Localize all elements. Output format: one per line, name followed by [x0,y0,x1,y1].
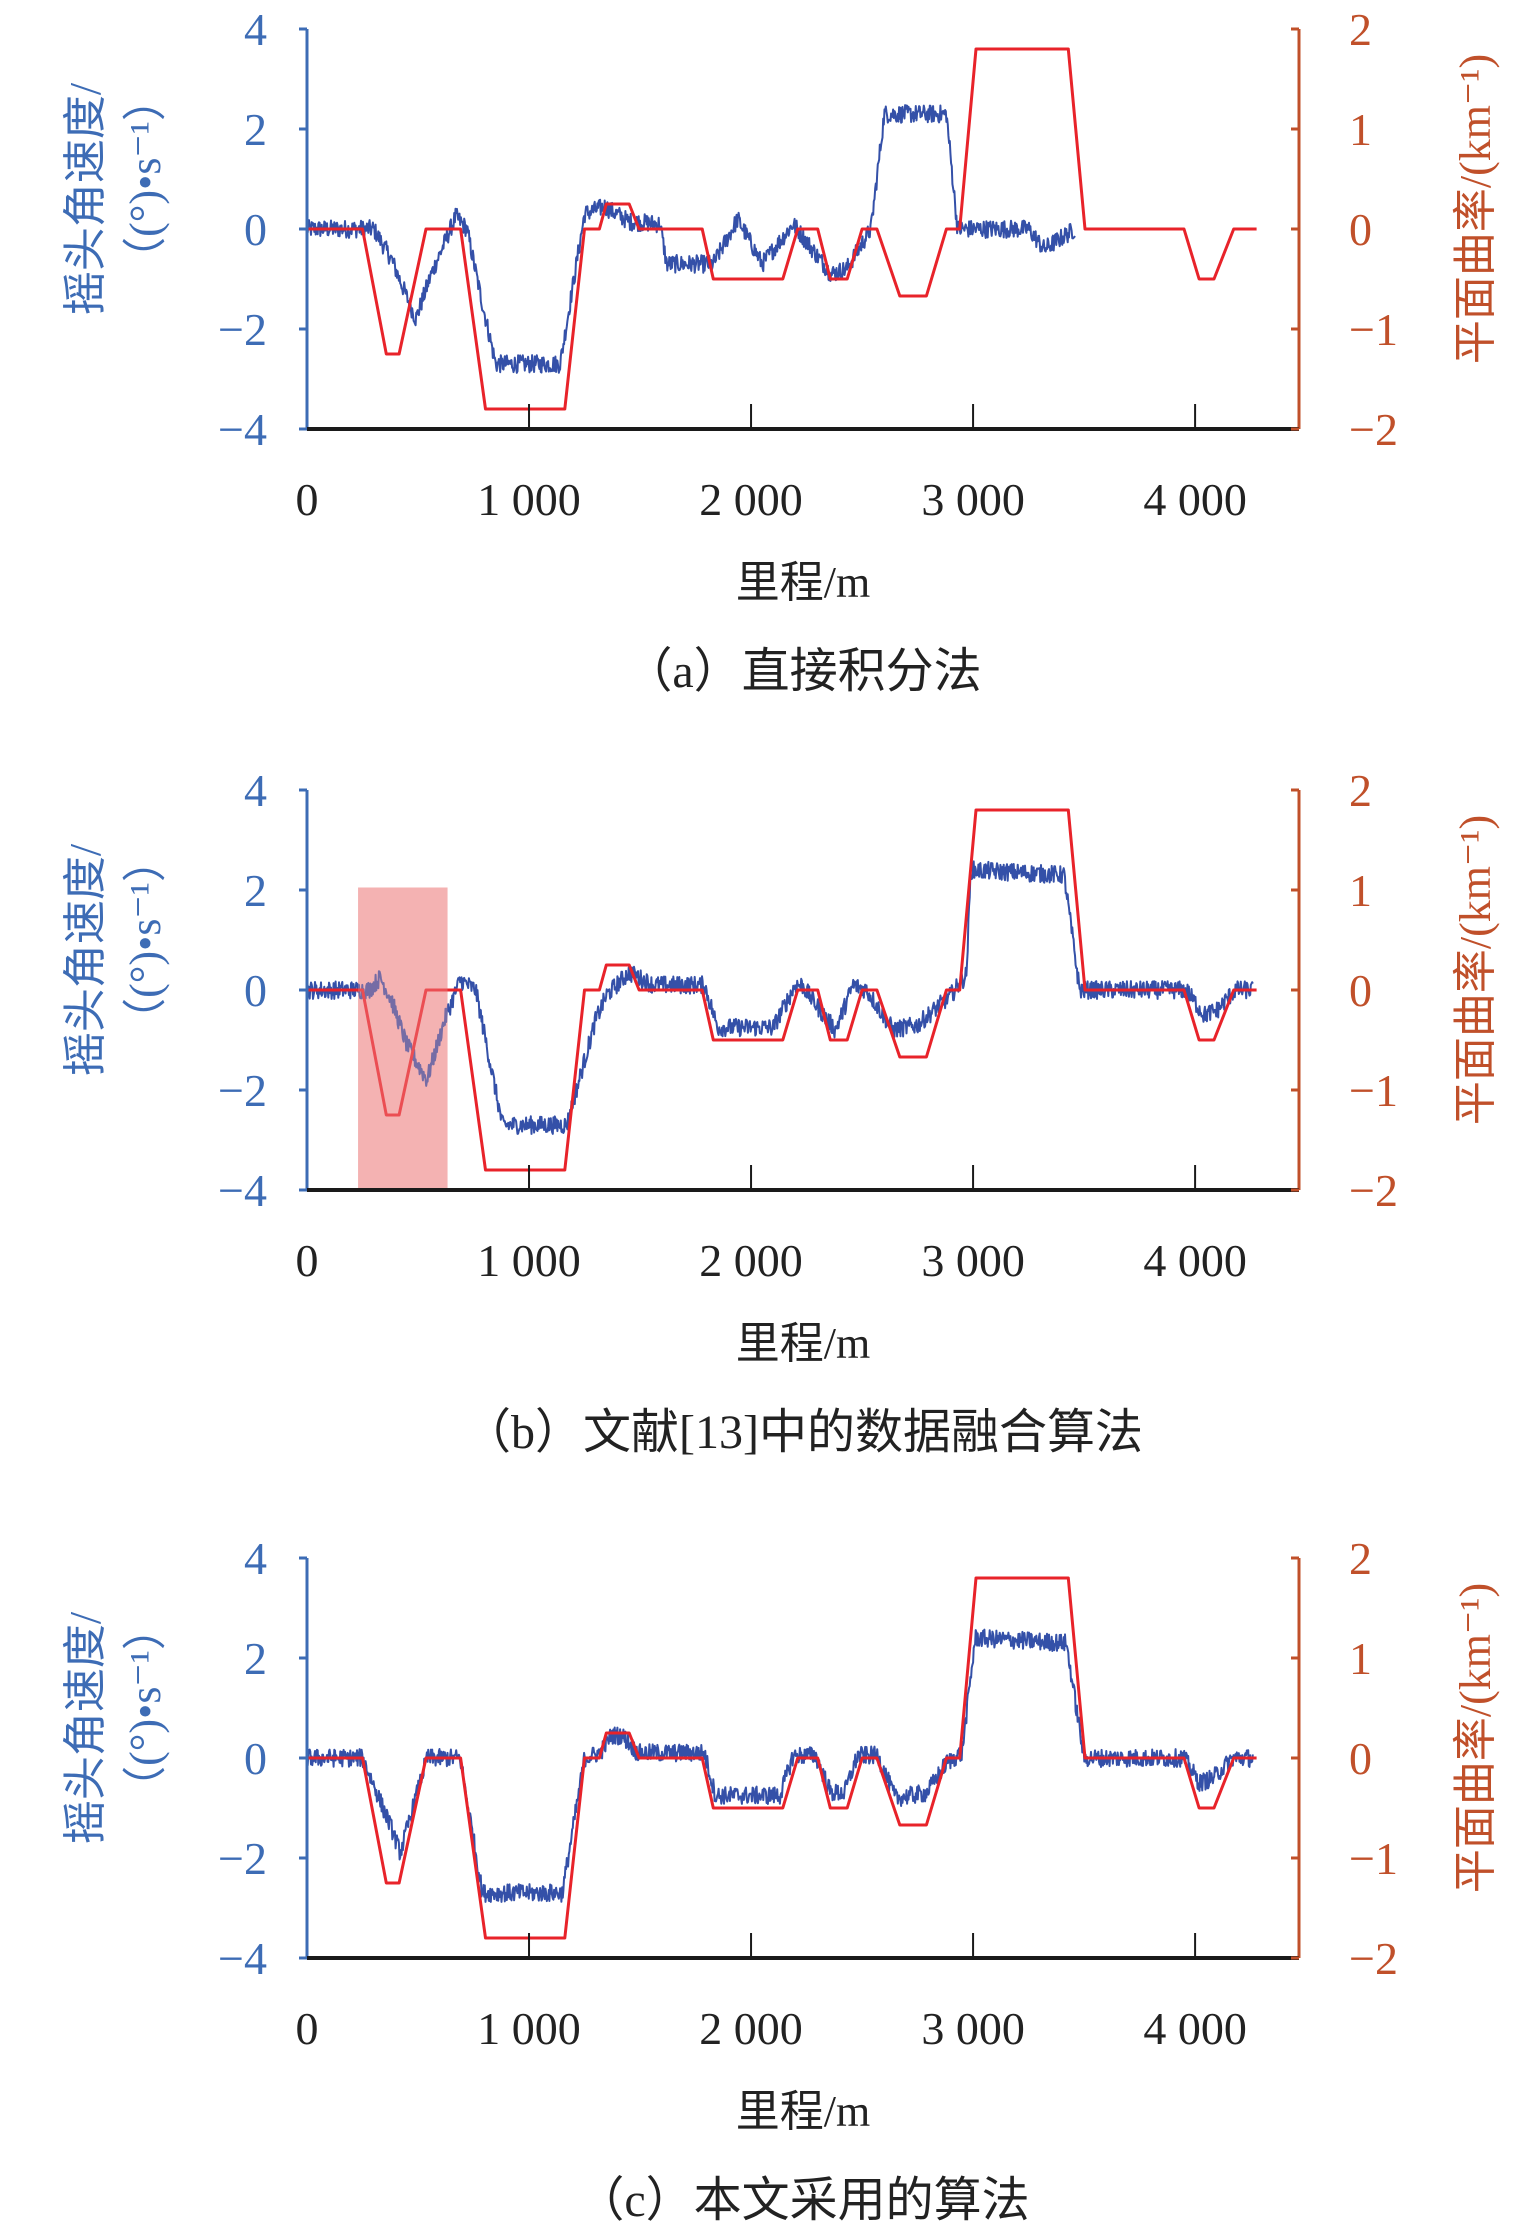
yaw-rate-series [306,1628,1254,1903]
left-y-tick-label: 0 [244,965,267,1016]
x-tick-label: 1 000 [477,1235,581,1286]
right-y-tick-label: 2 [1349,1533,1372,1584]
left-y-axis-title-line1: 摇头角速度/ [61,1611,110,1844]
right-y-axis-title: 平面曲率/(km⁻¹) [1451,54,1500,364]
left-y-tick-label: 0 [244,1733,267,1784]
right-y-tick-label: −2 [1349,1933,1398,1984]
right-y-axis-title: 平面曲率/(km⁻¹) [1451,815,1500,1125]
left-y-axis-title-line2: （(°)•s⁻¹） [121,838,170,1042]
left-y-tick-label: −2 [218,304,267,355]
left-y-tick-label: 4 [244,4,267,55]
left-y-tick-label: −4 [218,1165,267,1216]
x-tick-label: 0 [296,2003,319,2054]
left-y-axis-title-line1: 摇头角速度/ [61,843,110,1076]
yaw-rate-series [306,104,1076,374]
left-y-tick-label: 4 [244,1533,267,1584]
left-y-tick-label: −4 [218,404,267,455]
curvature-series [307,47,1257,411]
chart-panel-b: 0 1 000 2 000 3 000 4 000 −4 −2 0 2 4 −2 −1 0 1 2 摇头角速度… [61,765,1500,1459]
right-y-tick-label: −2 [1349,1165,1398,1216]
curvature-series [307,1576,1257,1940]
left-y-tick-label: 2 [244,1633,267,1684]
highlight-overlay [358,887,448,1190]
panel-caption: （c）本文采用的算法 [576,2174,1029,2227]
x-axis-title: 里程/m [736,2087,870,2136]
right-y-tick-label: 1 [1349,104,1372,155]
x-tick-label: 4 000 [1143,474,1247,525]
chart-panel-a: 0 1 000 2 000 3 000 4 000 −4 −2 0 2 4 −2 −1 0 1 2 摇头角速度… [61,4,1500,698]
x-tick-label: 1 000 [477,2003,581,2054]
panel-caption: （a）直接积分法 [624,645,981,698]
right-y-tick-label: −1 [1349,304,1398,355]
right-y-tick-label: −1 [1349,1833,1398,1884]
left-y-tick-label: −2 [218,1833,267,1884]
x-tick-label: 2 000 [699,2003,803,2054]
right-y-tick-label: 1 [1349,865,1372,916]
right-y-tick-label: 0 [1349,1733,1372,1784]
left-y-tick-label: 4 [244,765,267,816]
x-tick-label: 1 000 [477,474,581,525]
right-y-tick-label: 0 [1349,965,1372,1016]
x-tick-label: 2 000 [699,474,803,525]
left-y-axis-title-line2: （(°)•s⁻¹） [121,1606,170,1810]
right-y-tick-label: 0 [1349,204,1372,255]
left-y-tick-label: −4 [218,1933,267,1984]
curvature-series [307,808,1257,1172]
x-tick-label: 4 000 [1143,2003,1247,2054]
right-y-tick-label: −2 [1349,404,1398,455]
left-y-axis-title-line1: 摇头角速度/ [61,82,110,315]
x-tick-label: 4 000 [1143,1235,1247,1286]
right-y-tick-label: 1 [1349,1633,1372,1684]
x-tick-label: 3 000 [921,2003,1025,2054]
left-y-tick-label: 0 [244,204,267,255]
panel-caption: （b）文献[13]中的数据融合算法 [463,1406,1143,1459]
x-tick-label: 3 000 [921,1235,1025,1286]
x-tick-label: 0 [296,474,319,525]
left-y-tick-label: −2 [218,1065,267,1116]
x-axis-title: 里程/m [736,1319,870,1368]
x-tick-label: 3 000 [921,474,1025,525]
x-tick-label: 2 000 [699,1235,803,1286]
right-y-tick-label: 2 [1349,765,1372,816]
left-y-tick-label: 2 [244,104,267,155]
right-y-axis-title: 平面曲率/(km⁻¹) [1451,1583,1500,1893]
left-y-tick-label: 2 [244,865,267,916]
chart-panel-c: 0 1 000 2 000 3 000 4 000 −4 −2 0 2 4 −2 −1 0 1 2 摇头角速度… [61,1533,1500,2227]
yaw-rate-series [306,860,1254,1135]
right-y-tick-label: 2 [1349,4,1372,55]
x-axis-title: 里程/m [736,558,870,607]
right-y-tick-label: −1 [1349,1065,1398,1116]
left-y-axis-title-line2: （(°)•s⁻¹） [121,77,170,281]
x-tick-label: 0 [296,1235,319,1286]
